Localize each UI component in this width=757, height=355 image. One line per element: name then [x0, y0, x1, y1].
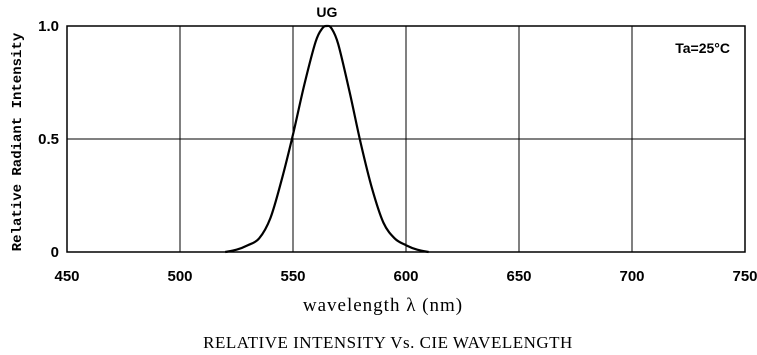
x-tick-label: 650 — [506, 268, 531, 285]
y-tick-label: 1.0 — [38, 18, 59, 35]
x-tick-label: 550 — [280, 268, 305, 285]
plot-frame — [66, 25, 746, 253]
x-tick-labels: 450 500 550 600 650 700 750 — [54, 268, 757, 285]
temperature-annotation: Ta=25°C — [675, 40, 730, 56]
x-tick-label: 700 — [619, 268, 644, 285]
x-tick-label: 450 — [54, 268, 79, 285]
y-tick-label: 0 — [51, 244, 59, 261]
grid-lines — [67, 26, 745, 252]
x-tick-label: 750 — [732, 268, 757, 285]
y-axis-label: Relative Radiant Intensity — [10, 32, 26, 251]
chart-title: RELATIVE INTENSITY Vs. CIE WAVELENGTH — [203, 333, 573, 352]
y-tick-labels: 0 0.5 1.0 — [38, 18, 59, 261]
x-tick-label: 500 — [167, 268, 192, 285]
x-tick-label: 600 — [393, 268, 418, 285]
y-tick-label: 0.5 — [38, 131, 59, 148]
x-axis-label: wavelength λ (nm) — [303, 295, 463, 316]
series-label-ug: UG — [316, 4, 337, 20]
series-line-ug — [224, 24, 429, 254]
